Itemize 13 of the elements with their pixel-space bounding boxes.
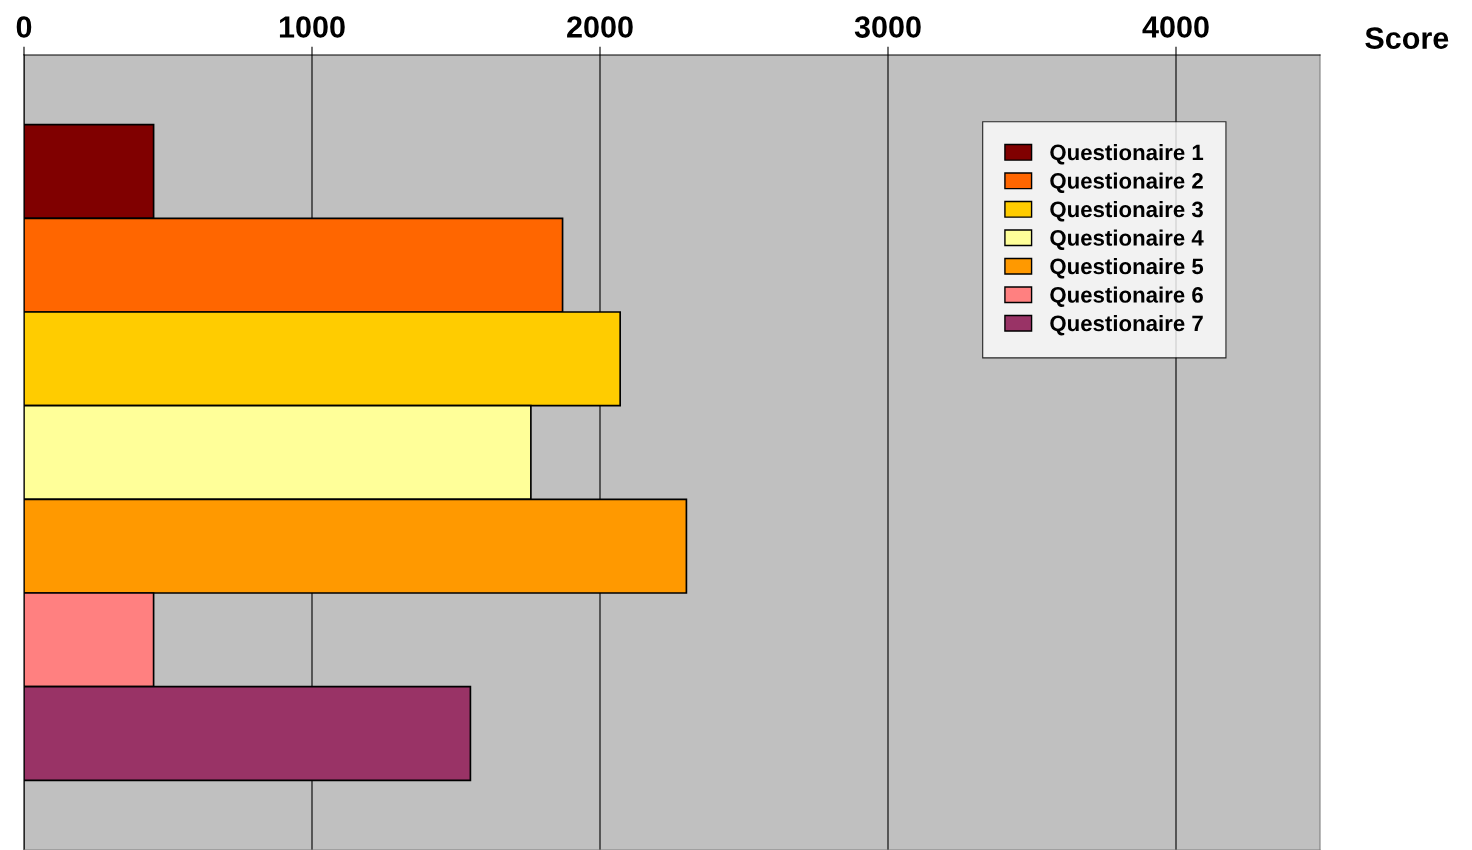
x-tick-label: 1000 xyxy=(279,16,345,38)
x-tick-label: 2000 xyxy=(567,16,633,38)
x-tick-label: 0 xyxy=(16,16,32,38)
x-tick-label: 3000 xyxy=(854,16,921,38)
legend-label: Questionaire 7 xyxy=(1050,314,1203,336)
legend-label: Questionaire 4 xyxy=(1050,229,1204,250)
legend-label: Questionaire 1 xyxy=(1050,143,1204,165)
legend-label: Questionaire 6 xyxy=(1050,286,1203,307)
legend-label: Questionaire 5 xyxy=(1050,257,1204,279)
x-axis-title: Score xyxy=(1365,27,1449,49)
legend-label: Questionaire 3 xyxy=(1050,200,1203,222)
legend-label: Questionaire 2 xyxy=(1050,172,1203,193)
x-tick-label: 4000 xyxy=(1142,16,1209,38)
